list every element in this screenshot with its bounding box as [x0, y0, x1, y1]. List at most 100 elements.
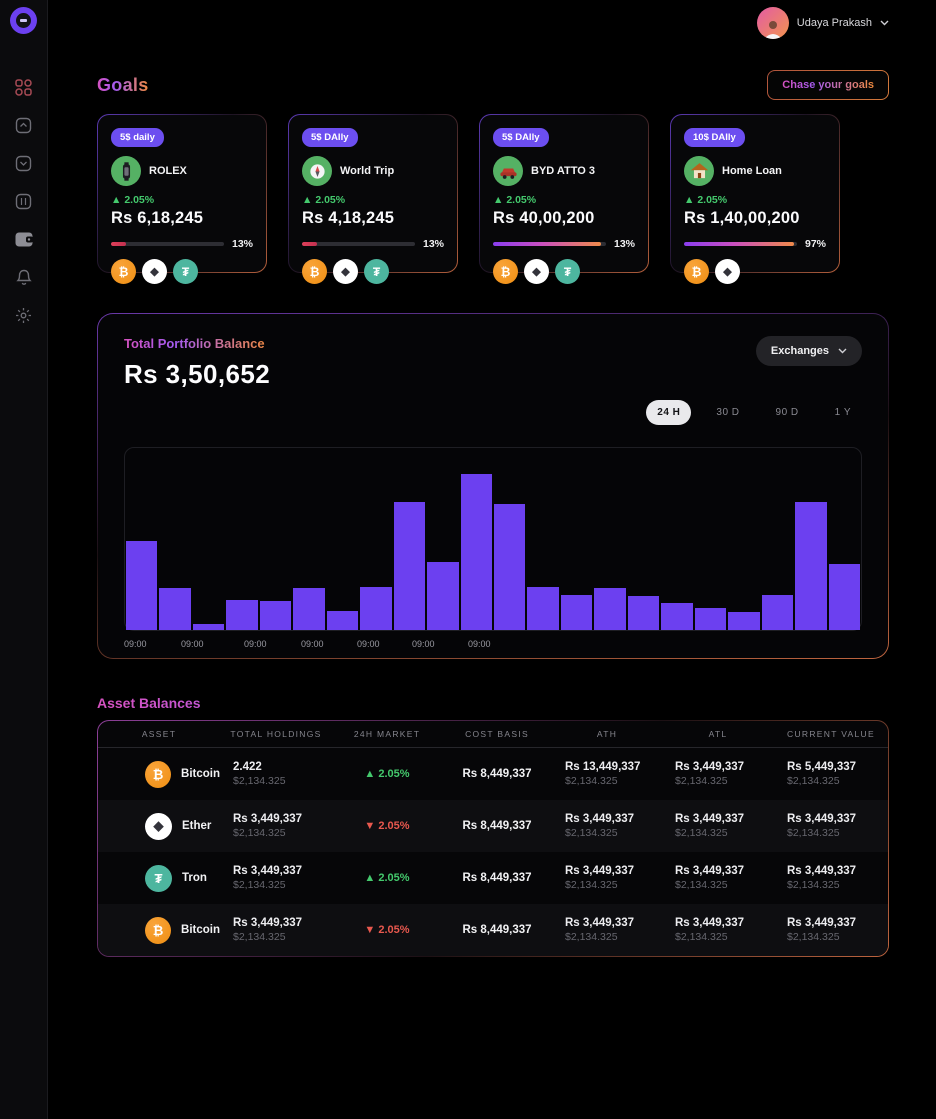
- cell-cost-basis: Rs 8,449,337: [462, 768, 532, 780]
- goal-name: ROLEX: [149, 165, 187, 177]
- app-logo-icon[interactable]: [10, 7, 37, 34]
- wallet-icon[interactable]: [15, 230, 33, 248]
- cell-atl: Rs 3,449,337 $2,134.325: [675, 917, 745, 943]
- goal-change: ▲ 2.05%: [302, 194, 346, 206]
- portfolio-summary: Total Portfolio Balance Rs 3,50,652: [124, 336, 270, 390]
- goal-change: ▲ 2.05%: [684, 194, 728, 206]
- cell-total-holdings: Rs 3,449,337 $2,134.325: [233, 865, 303, 891]
- x-tick-label: 09:00: [412, 639, 435, 649]
- chart-bar-3: [192, 624, 225, 630]
- column-header-current-value: CURRENT VALUE: [787, 729, 875, 739]
- ethereum-coin-icon: ◆: [145, 812, 172, 840]
- cell-total-holdings: Rs 3,449,337 $2,134.325: [233, 813, 303, 839]
- goal-progress-bar: [493, 242, 606, 246]
- cell-current-value: Rs 5,449,337 $2,134.325: [787, 761, 857, 787]
- user-menu[interactable]: Udaya Prakash: [756, 7, 889, 39]
- person-silhouette-icon: [763, 21, 782, 39]
- range-tab-90d[interactable]: 90 D: [775, 407, 799, 418]
- gear-icon[interactable]: [15, 306, 33, 324]
- trade-box-icon[interactable]: [15, 116, 33, 134]
- avatar: [756, 7, 789, 39]
- chart-bar-20: [761, 595, 794, 630]
- goal-name: World Trip: [340, 165, 395, 177]
- bitcoin-coin-icon: ₿: [684, 259, 709, 284]
- ethereum-coin-icon: ◆: [142, 259, 167, 284]
- orders-box-icon[interactable]: [15, 154, 33, 172]
- cell-atl: Rs 3,449,337 $2,134.325: [675, 813, 745, 839]
- cell-ath: Rs 3,449,337 $2,134.325: [565, 865, 635, 891]
- chart-bar-4: [226, 600, 258, 630]
- table-row-bitcoin[interactable]: ₿ Bitcoin Rs 3,449,337 $2,134.325 ▼ 2.05% Rs …: [98, 904, 888, 956]
- chart-bar-19: [728, 612, 760, 630]
- chart-bar-10: [427, 562, 459, 630]
- column-header-ath: ATH: [596, 729, 618, 739]
- table-row-bitcoin[interactable]: ₿ Bitcoin 2.422 $2,134.325 ▲ 2.05% Rs 8,449,3…: [98, 748, 888, 800]
- goal-card-home-loan[interactable]: 10$ DAIly Home Loan ▲ 2.05% Rs 1,40,00,200 9…: [670, 114, 840, 284]
- goal-card-byd-atto-3[interactable]: 5$ DAIly BYD ATTO 3 ▲ 2.05% Rs 40,00,200 13%…: [479, 114, 649, 284]
- goal-name: Home Loan: [722, 165, 782, 177]
- table-row-tron[interactable]: ₮ Tron Rs 3,449,337 $2,134.325 ▲ 2.05% Rs 8,4…: [98, 852, 888, 904]
- user-name: Udaya Prakash: [796, 17, 872, 29]
- x-tick-label: 09:00: [301, 639, 324, 649]
- cell-24h-market: ▲ 2.05%: [364, 768, 410, 780]
- table-body: ₿ Bitcoin 2.422 $2,134.325 ▲ 2.05% Rs 8,449,3…: [98, 748, 888, 956]
- goal-amount: Rs 40,00,200: [493, 209, 595, 227]
- ethereum-coin-icon: ◆: [524, 259, 549, 284]
- tether-coin-icon: ₮: [173, 259, 198, 284]
- goal-progress-bar: [111, 242, 224, 246]
- goal-name: BYD ATTO 3: [531, 165, 595, 177]
- x-tick-label: 09:00: [244, 639, 267, 649]
- chart-bar-16: [627, 596, 660, 630]
- tether-coin-icon: ₮: [555, 259, 580, 284]
- cell-24h-market: ▼ 2.05%: [364, 924, 410, 936]
- portfolio-card: Total Portfolio Balance Rs 3,50,652 Exch…: [97, 313, 889, 659]
- app-logo-inner: [16, 13, 31, 28]
- cell-current-value: Rs 3,449,337 $2,134.325: [787, 813, 857, 839]
- cell-atl: Rs 3,449,337 $2,134.325: [675, 865, 745, 891]
- chart-bar-2: [159, 588, 191, 630]
- goal-amount: Rs 4,18,245: [302, 209, 395, 227]
- range-tab-30d[interactable]: 30 D: [716, 407, 740, 418]
- chart-bar-12: [493, 504, 526, 630]
- asset-name: Bitcoin: [181, 924, 220, 936]
- chevron-down-icon: [838, 348, 847, 354]
- cell-asset: ₮ Tron: [98, 864, 220, 892]
- goal-card-rolex[interactable]: 5$ daily ROLEX ▲ 2.05% Rs 6,18,245 13% ₿ ◆ ₮: [97, 114, 267, 284]
- chart-bar-9: [393, 502, 426, 630]
- chart-bar-15: [594, 588, 626, 630]
- goals-header: Goals Chase your goals: [97, 70, 889, 100]
- sidebar: [0, 0, 48, 1119]
- up-arrow-icon: ▲: [493, 194, 504, 206]
- cell-ath: Rs 13,449,337 $2,134.325: [565, 761, 641, 787]
- up-arrow-icon: ▲: [111, 194, 122, 206]
- chase-goals-button[interactable]: Chase your goals: [767, 70, 889, 100]
- asset-name: Bitcoin: [181, 768, 220, 780]
- goal-badge: 10$ DAIly: [684, 128, 745, 147]
- dashboard-grid-icon[interactable]: [15, 78, 33, 96]
- goal-card-world-trip[interactable]: 5$ DAIly World Trip ▲ 2.05% Rs 4,18,245 13% ₿…: [288, 114, 458, 284]
- portfolio-balance: Rs 3,50,652: [124, 359, 271, 389]
- goal-icon-circle: [111, 156, 141, 186]
- cell-current-value: Rs 3,449,337 $2,134.325: [787, 865, 857, 891]
- tether-coin-icon: ₮: [145, 864, 172, 892]
- goal-amount: Rs 1,40,00,200: [684, 209, 800, 227]
- range-tab-24h[interactable]: 24 H: [646, 400, 692, 425]
- chart-bar-21: [795, 502, 827, 630]
- cell-ath: Rs 3,449,337 $2,134.325: [565, 917, 635, 943]
- cell-asset: ◆ Ether: [98, 812, 220, 840]
- exchanges-dropdown[interactable]: Exchanges: [755, 336, 862, 366]
- table-row-ether[interactable]: ◆ Ether Rs 3,449,337 $2,134.325 ▼ 2.05% Rs 8,…: [98, 800, 888, 852]
- goal-progress-label: 97%: [804, 238, 826, 250]
- goal-icon-circle: [493, 156, 523, 186]
- goal-coins: ₿ ◆ ₮: [302, 259, 444, 284]
- cell-total-holdings: 2.422 $2,134.325: [233, 761, 286, 787]
- compass-icon: [309, 163, 325, 179]
- bell-icon[interactable]: [15, 268, 33, 286]
- portfolio-bar-chart: [124, 447, 862, 631]
- cell-total-holdings: Rs 3,449,337 $2,134.325: [233, 917, 303, 943]
- range-tab-1y[interactable]: 1 Y: [834, 407, 851, 418]
- card-icon[interactable]: [15, 192, 33, 210]
- chart-bar-7: [326, 611, 359, 630]
- column-header-24h-market: 24H MARKET: [353, 729, 421, 739]
- bitcoin-coin-icon: ₿: [145, 916, 172, 944]
